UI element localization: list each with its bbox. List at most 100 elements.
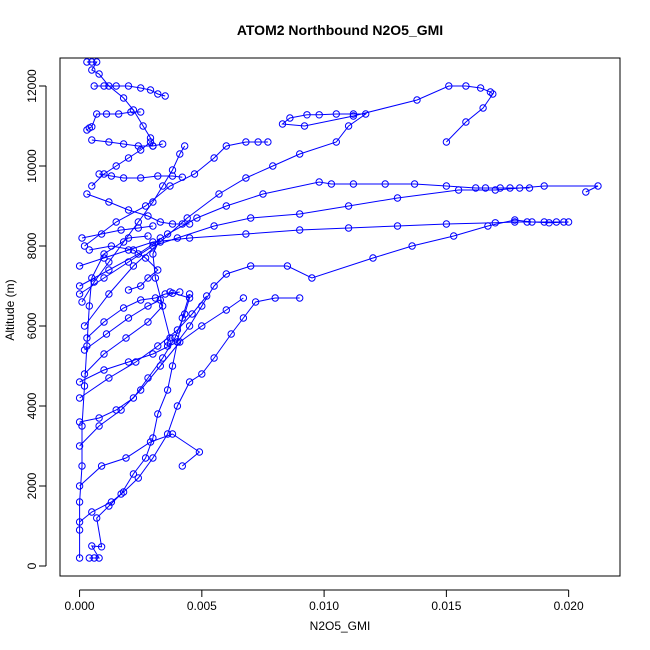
series-line [79, 295, 208, 399]
data-point [137, 174, 145, 182]
data-point [154, 342, 162, 350]
data-point [100, 350, 108, 358]
data-point [146, 438, 155, 446]
data-point [90, 554, 98, 562]
data-point [408, 242, 416, 250]
data-point [85, 554, 94, 562]
data-point [117, 490, 125, 498]
data-point [80, 370, 89, 378]
data-point [159, 354, 167, 362]
series-line [81, 225, 153, 239]
data-point [552, 218, 561, 226]
data-point [271, 294, 279, 302]
data-point [525, 184, 534, 192]
data-point [129, 106, 138, 114]
series-line [79, 297, 300, 523]
x-axis: 0.000 0.005 0.010 0.015 0.020 [65, 589, 584, 613]
data-point [163, 230, 172, 238]
data-point [181, 142, 189, 150]
data-point [105, 138, 113, 146]
data-point [286, 114, 294, 122]
x-tick-label: 0.005 [187, 599, 217, 613]
data-point [144, 302, 152, 310]
data-point [85, 246, 94, 254]
data-point [540, 218, 548, 226]
data-point [124, 286, 133, 294]
series-line [79, 221, 564, 267]
data-point [137, 282, 145, 290]
data-point [195, 448, 204, 456]
data-point [75, 518, 84, 526]
data-point [296, 210, 304, 218]
data-point [362, 110, 370, 118]
data-point [132, 358, 140, 366]
y-tick-label: 6000 [25, 312, 39, 339]
data-point [151, 294, 160, 302]
series-line [86, 61, 154, 147]
data-point [95, 414, 103, 422]
data-point [442, 220, 451, 228]
x-tick-label: 0.015 [431, 599, 461, 613]
series-line [81, 145, 186, 303]
data-point [193, 214, 201, 222]
data-point [185, 322, 194, 330]
data-point [349, 112, 358, 120]
data-point [393, 194, 402, 202]
series-line [79, 219, 569, 383]
data-point [141, 454, 150, 462]
data-point [129, 470, 138, 478]
series-line [86, 193, 190, 225]
data-point [149, 350, 157, 358]
y-axis-label: Altitude (m) [3, 279, 17, 340]
data-point [154, 90, 162, 98]
data-point [149, 198, 157, 206]
data-point [88, 182, 96, 190]
data-point [75, 394, 84, 402]
data-point [83, 58, 91, 66]
data-point [93, 110, 101, 118]
data-point [173, 326, 182, 334]
data-point [78, 462, 86, 470]
x-tick-label: 0.000 [65, 599, 95, 613]
data-point [582, 188, 590, 196]
data-point [75, 282, 84, 290]
data-point [242, 174, 250, 182]
data-point [78, 234, 86, 242]
data-point [119, 174, 128, 182]
data-point [168, 430, 177, 438]
data-point [166, 334, 174, 342]
data-point [146, 134, 155, 142]
data-point [100, 254, 108, 262]
data-point [119, 488, 128, 496]
data-point [239, 314, 248, 322]
data-point [83, 334, 91, 342]
data-point [491, 186, 499, 194]
data-point [141, 202, 150, 210]
data-point [210, 222, 218, 230]
data-point [139, 122, 147, 130]
data-point [481, 184, 490, 192]
data-point [163, 342, 172, 350]
data-point [149, 250, 157, 258]
y-axis: 0 2000 4000 6000 8000 10000 12000 [25, 69, 47, 569]
data-point [327, 180, 336, 188]
data-point [137, 146, 145, 154]
data-point [176, 288, 184, 296]
data-point [168, 166, 177, 174]
plot-frame [59, 57, 621, 577]
series-line [79, 181, 530, 287]
data-point [129, 246, 138, 254]
data-point [100, 250, 108, 258]
data-point [137, 84, 145, 92]
data-point [75, 378, 84, 386]
data-point [75, 290, 84, 298]
data-point [168, 289, 177, 297]
data-point [134, 474, 143, 482]
data-point [75, 442, 84, 450]
data-point [75, 498, 84, 506]
data-point [251, 298, 260, 306]
data-point [242, 138, 250, 146]
data-point [369, 254, 377, 262]
data-point [156, 234, 165, 242]
